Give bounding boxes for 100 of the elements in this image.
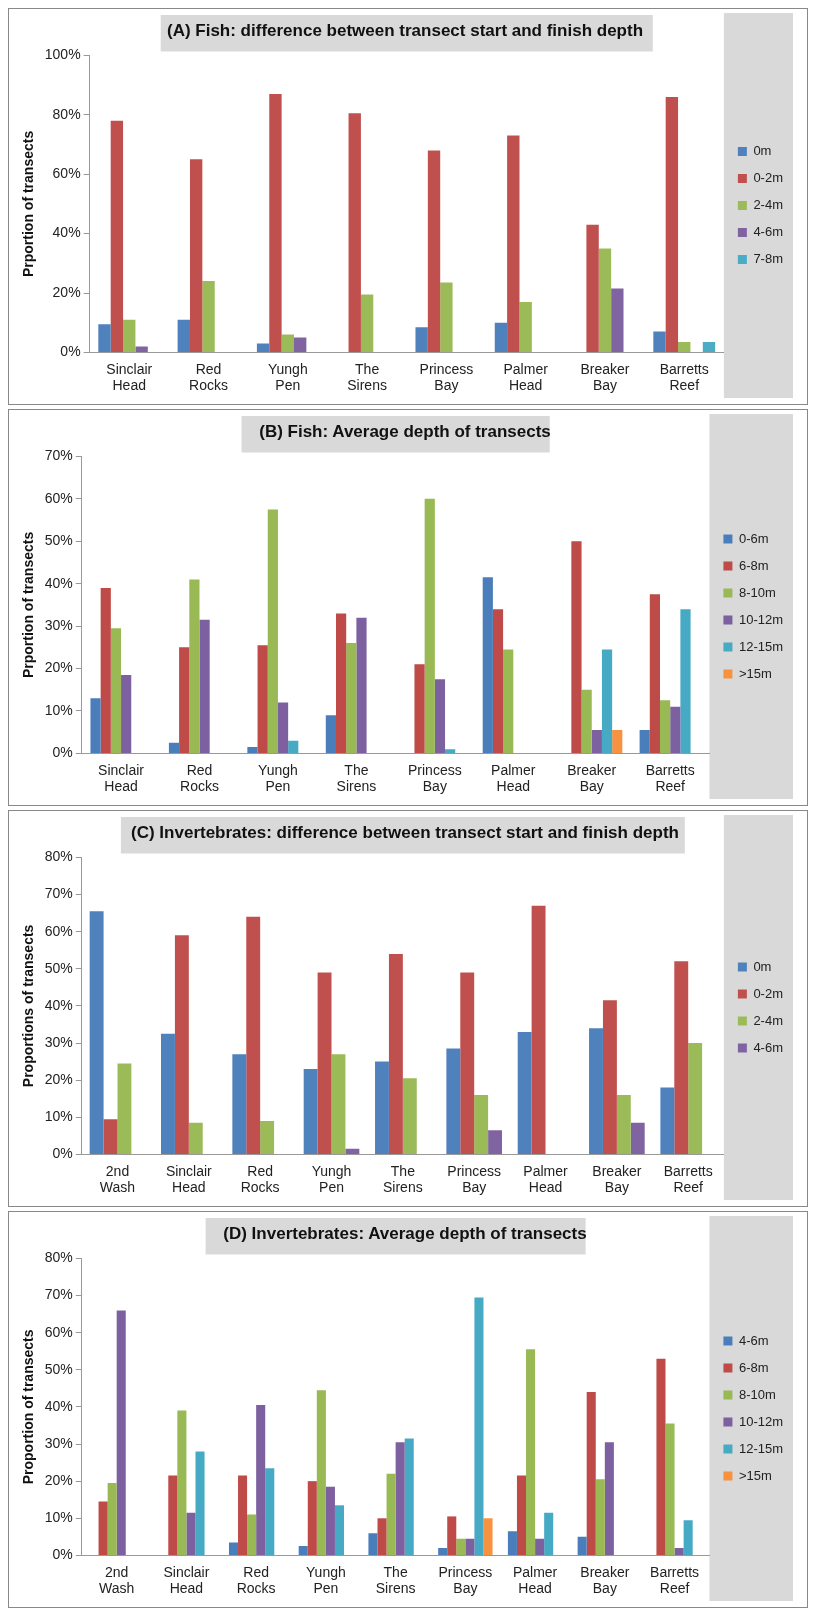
bar <box>135 346 148 352</box>
x-tick-label: Yungh Pen <box>306 1563 346 1597</box>
bar <box>89 911 104 1154</box>
bar <box>591 730 602 753</box>
bar <box>110 120 124 352</box>
x-tick-label: Palmer Head <box>503 360 549 394</box>
x-tick-label: Breaker Bay <box>567 761 617 795</box>
legend-label: 0m <box>753 143 772 159</box>
y-tick-label: 80% <box>44 848 73 865</box>
bar <box>604 1442 614 1555</box>
bar <box>188 1122 203 1154</box>
legend-label: 12-15m <box>738 638 783 654</box>
legend-label: 2-4m <box>753 197 784 213</box>
bar <box>415 327 428 352</box>
legend-label: 0m <box>753 958 772 974</box>
bar <box>121 674 132 753</box>
bar <box>377 1518 387 1555</box>
bar <box>98 1501 108 1555</box>
bar <box>277 702 289 753</box>
legend-label: 6-8m <box>738 1359 769 1375</box>
bar <box>656 1358 666 1555</box>
bar <box>116 1310 126 1555</box>
y-tick-label: 0% <box>52 1546 73 1563</box>
bar <box>488 1130 503 1154</box>
bar <box>456 1538 466 1555</box>
bar <box>445 749 456 753</box>
x-tick-label: Palmer Head <box>523 1162 569 1196</box>
bar <box>199 619 210 753</box>
bar <box>702 342 716 352</box>
bar <box>665 96 679 352</box>
x-tick-label: Palmer Head <box>512 1563 558 1597</box>
bar <box>331 1054 346 1154</box>
bar <box>256 343 270 352</box>
bar <box>168 1475 178 1555</box>
bar <box>424 498 435 753</box>
bar <box>414 664 425 753</box>
legend-label: 10-12m <box>738 1413 783 1429</box>
x-tick-label: The Sirens <box>383 1162 423 1196</box>
bar <box>195 1451 205 1555</box>
bar <box>526 1349 536 1555</box>
y-tick-label: 0% <box>60 343 81 360</box>
bar <box>177 319 190 352</box>
bar <box>680 609 691 753</box>
legend-label: 4-6m <box>753 224 784 240</box>
bar <box>589 1028 603 1154</box>
bar <box>269 94 282 352</box>
y-tick-label: 0% <box>52 744 73 761</box>
bar <box>336 613 347 753</box>
legend-label: 6-8m <box>738 557 769 573</box>
x-tick-label: Sinclair Head <box>165 1162 213 1196</box>
x-tick-label: Princess Bay <box>408 761 462 795</box>
bar <box>447 1516 457 1555</box>
y-axis-title: Prportion of transects <box>20 531 37 679</box>
bar <box>544 1512 554 1555</box>
bar <box>288 740 299 753</box>
bar <box>660 1087 675 1154</box>
bar <box>494 322 508 352</box>
legend-label: 8-10m <box>738 584 776 600</box>
bar <box>683 1520 693 1555</box>
bar <box>531 905 546 1154</box>
legend-label: 4-6m <box>753 1039 784 1055</box>
y-tick-label: 10% <box>44 1108 73 1125</box>
bar <box>586 1392 596 1555</box>
bar <box>325 715 336 753</box>
bar <box>368 1533 378 1555</box>
y-axis-title: Prportion of transects <box>20 130 37 278</box>
bar <box>238 1475 248 1555</box>
y-tick-label: 50% <box>44 532 73 549</box>
bar <box>107 1483 117 1555</box>
bar <box>307 1481 317 1555</box>
bar <box>665 1423 675 1555</box>
bar <box>427 150 441 352</box>
x-tick-label: Sinclair Head <box>98 761 145 795</box>
bar <box>404 1438 414 1555</box>
bar <box>317 972 332 1154</box>
bar <box>265 1468 275 1555</box>
legend-label: 12-15m <box>738 1440 783 1456</box>
x-tick-label: 2nd Wash <box>99 1162 136 1196</box>
y-tick-label: 0% <box>52 1145 73 1162</box>
bar <box>117 1063 132 1154</box>
x-tick-label: Barretts Reef <box>650 1563 700 1597</box>
bar <box>434 679 446 753</box>
bar <box>161 1033 175 1154</box>
y-tick-label: 80% <box>52 105 81 122</box>
bar <box>228 1542 239 1555</box>
bar <box>232 1054 247 1154</box>
bar <box>503 649 514 753</box>
x-tick-label: The Sirens <box>375 1563 416 1597</box>
bar <box>674 1547 684 1555</box>
bar <box>601 649 613 753</box>
bar <box>348 113 361 352</box>
x-tick-label: Yungh Pen <box>311 1162 352 1196</box>
y-tick-label: 20% <box>44 1071 73 1088</box>
bar <box>247 1514 257 1555</box>
bar <box>388 953 403 1154</box>
x-tick-label: Sinclair Head <box>106 360 153 394</box>
bar <box>446 1048 461 1154</box>
bar <box>189 159 203 352</box>
bar <box>325 1486 335 1555</box>
bar <box>598 248 612 352</box>
